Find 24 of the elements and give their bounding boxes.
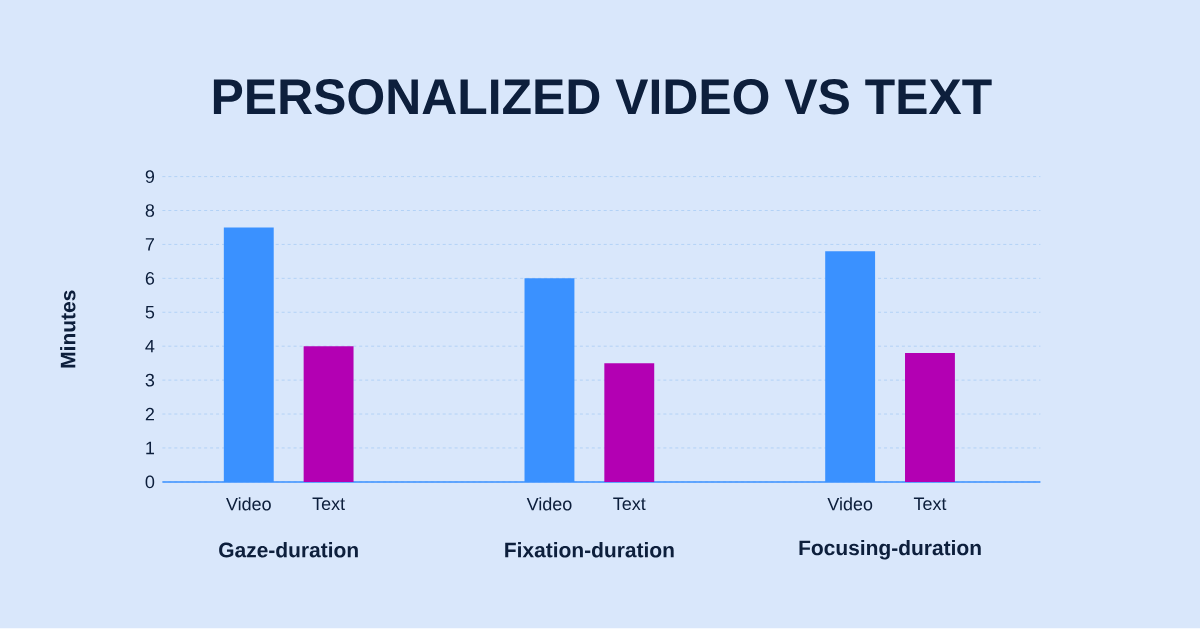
y-tick-label: 2: [145, 407, 154, 421]
text: Text: [613, 497, 646, 511]
y-tick-label: 6: [145, 272, 155, 285]
bar: [303, 346, 354, 483]
x-tick-label: Fixation-duration: [505, 542, 674, 558]
x-tick-label: Gaze-duration: [219, 542, 358, 558]
y-tick-label: 3: [145, 373, 155, 387]
y-tick-label: 0: [145, 475, 155, 489]
y-tick-label: 4: [145, 340, 155, 353]
text: Video: [526, 497, 572, 511]
chart-title: PERSONALIZED VIDEO VS TEXT: [213, 79, 992, 115]
bar: [604, 363, 655, 483]
y-tick-label: 9: [145, 170, 155, 184]
text: Video: [827, 497, 873, 511]
bar: [905, 353, 955, 483]
y-axis-title: Minutes: [60, 290, 76, 368]
y-tick-label: 8: [145, 204, 155, 218]
y-tick-label: 5: [145, 306, 155, 319]
y-tick-label: 7: [145, 238, 154, 251]
y-tick-label: 1: [146, 442, 155, 455]
series-label: Text: [312, 497, 345, 511]
series-label: Video: [226, 497, 271, 511]
text: Text: [913, 497, 947, 511]
x-tick-label: Focusing-duration: [799, 540, 981, 560]
